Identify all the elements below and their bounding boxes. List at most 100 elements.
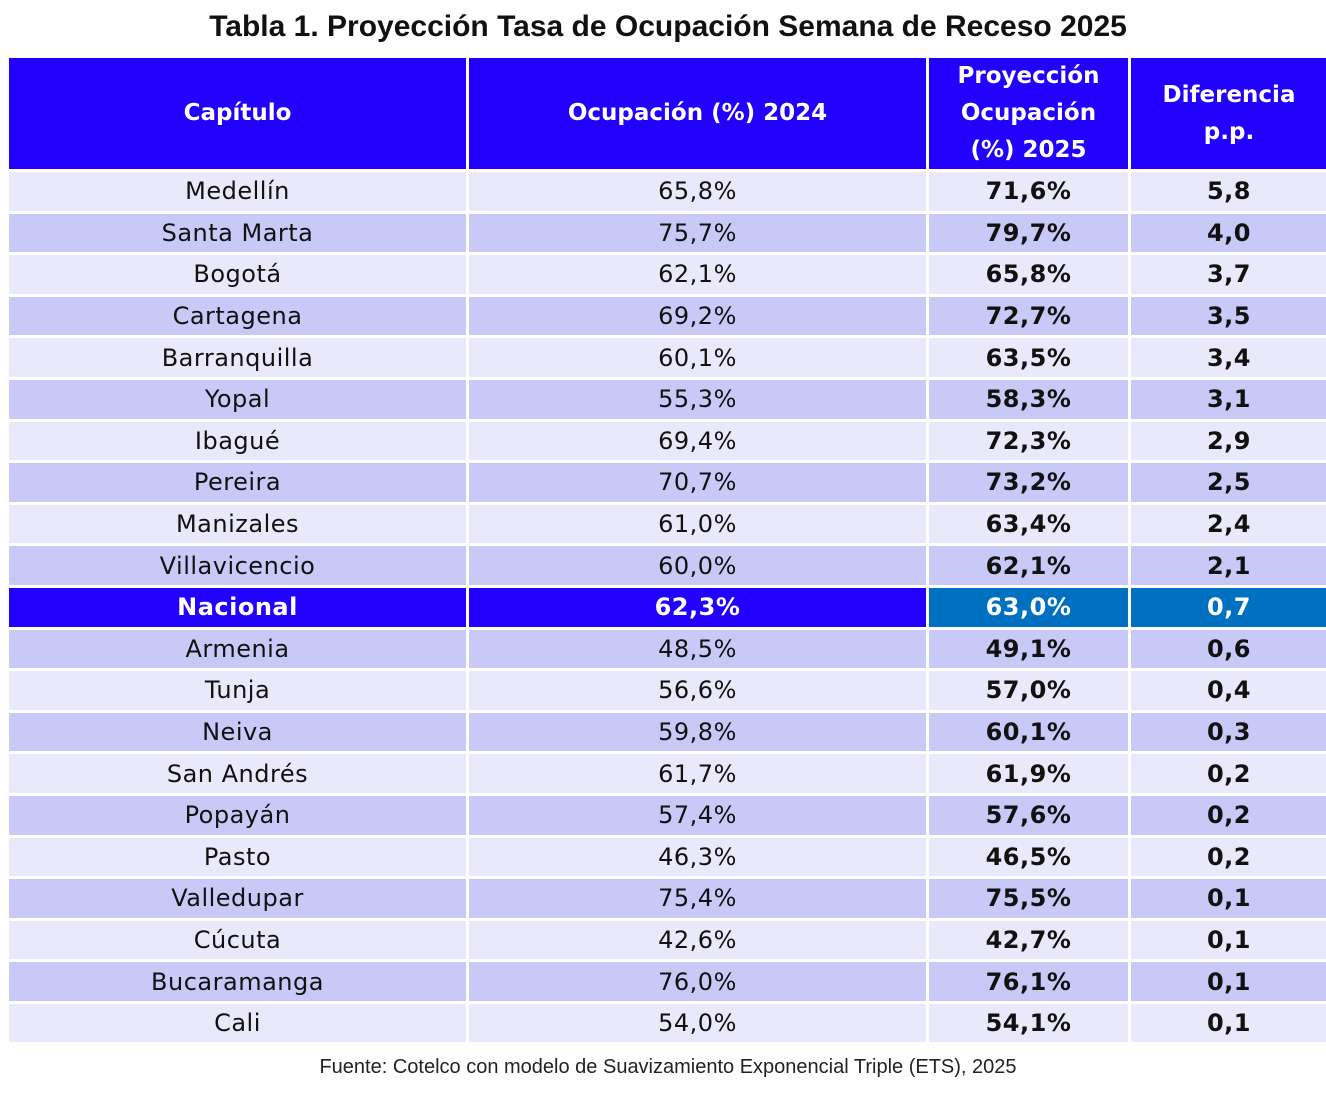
table-cell: 63,0% xyxy=(929,587,1128,627)
table-cell: 59,8% xyxy=(469,712,926,752)
table-cell: 0,1 xyxy=(1131,1003,1326,1043)
table-cell: 0,1 xyxy=(1131,962,1326,1001)
table-cell: Yopal xyxy=(9,379,466,419)
table-cell: 4,0 xyxy=(1131,213,1326,253)
table-cell: 0,4 xyxy=(1131,671,1326,710)
table-cell: 76,1% xyxy=(929,962,1128,1001)
table-cell: 0,2 xyxy=(1131,837,1326,877)
table-row: Cartagena 69,2% 72,7% 3,5 xyxy=(9,296,1326,336)
title: Tabla 1. Proyección Tasa de Ocupación Se… xyxy=(209,10,1127,43)
table-row: Nacional 62,3% 63,0% 0,7 xyxy=(9,587,1326,627)
table-cell: San Andrés xyxy=(9,754,466,793)
table-cell: Tunja xyxy=(9,671,466,710)
table-cell: 2,5 xyxy=(1131,463,1326,502)
table-row: Villavicencio 60,0% 62,1% 2,1 xyxy=(9,546,1326,585)
table-cell: 0,2 xyxy=(1131,795,1326,835)
table-cell: 75,7% xyxy=(469,213,926,253)
column-header: Capítulo xyxy=(9,58,466,169)
table-row: Pasto 46,3% 46,5% 0,2 xyxy=(9,837,1326,877)
table-cell: Santa Marta xyxy=(9,213,466,253)
table-cell: 62,3% xyxy=(469,587,926,627)
table-cell: 49,1% xyxy=(929,629,1128,669)
table-cell: 0,3 xyxy=(1131,712,1326,752)
table-cell: Barranquilla xyxy=(9,338,466,377)
table-cell: 65,8% xyxy=(469,172,926,211)
table-cell: 57,0% xyxy=(929,671,1128,710)
table-row: Santa Marta 75,7% 79,7% 4,0 xyxy=(9,213,1326,253)
header-row: Capítulo Ocupación (%) 2024 Proyección Ocu… xyxy=(9,58,1326,169)
table-cell: 0,2 xyxy=(1131,754,1326,793)
table-cell: 0,7 xyxy=(1131,587,1326,627)
column-header: Ocupación (%) 2024 xyxy=(469,58,926,169)
table-row: Cúcuta 42,6% 42,7% 0,1 xyxy=(9,920,1326,960)
table-cell: 62,1% xyxy=(469,255,926,294)
column-header: Proyección Ocupación (%) 2025 xyxy=(929,58,1128,169)
table-row: Tunja 56,6% 57,0% 0,4 xyxy=(9,671,1326,710)
table-cell: 58,3% xyxy=(929,379,1128,419)
table-cell: 2,9 xyxy=(1131,421,1326,461)
table-cell: 57,4% xyxy=(469,795,926,835)
table-cell: Bucaramanga xyxy=(9,962,466,1001)
table-cell: Neiva xyxy=(9,712,466,752)
table-cell: 46,5% xyxy=(929,837,1128,877)
table-cell: 0,6 xyxy=(1131,629,1326,669)
table-row: Bucaramanga 76,0% 76,1% 0,1 xyxy=(9,962,1326,1001)
table-cell: 75,4% xyxy=(469,879,926,918)
table-cell: 42,6% xyxy=(469,920,926,960)
table-cell: 3,1 xyxy=(1131,379,1326,419)
table-cell: 2,1 xyxy=(1131,546,1326,585)
table-cell: Manizales xyxy=(9,504,466,544)
table-cell: 73,2% xyxy=(929,463,1128,502)
table-row: Barranquilla 60,1% 63,5% 3,4 xyxy=(9,338,1326,377)
table-row: Valledupar 75,4% 75,5% 0,1 xyxy=(9,879,1326,918)
table-cell: 3,4 xyxy=(1131,338,1326,377)
table-cell: 60,1% xyxy=(469,338,926,377)
table-cell: 42,7% xyxy=(929,920,1128,960)
table-body: Medellín 65,8% 71,6% 5,8 Santa Marta 75,7% 79,… xyxy=(9,172,1326,1043)
table-row: Popayán 57,4% 57,6% 0,2 xyxy=(9,795,1326,835)
table-cell: Bogotá xyxy=(9,255,466,294)
table-cell: Valledupar xyxy=(9,879,466,918)
table-cell: Pasto xyxy=(9,837,466,877)
column-header: Diferencia p.p. xyxy=(1131,58,1326,169)
table-cell: 55,3% xyxy=(469,379,926,419)
table-row: Medellín 65,8% 71,6% 5,8 xyxy=(9,172,1326,211)
table-cell: 3,5 xyxy=(1131,296,1326,336)
table-cell: 61,0% xyxy=(469,504,926,544)
table-cell: 62,1% xyxy=(929,546,1128,585)
table-cell: Villavicencio xyxy=(9,546,466,585)
table-row: Bogotá 62,1% 65,8% 3,7 xyxy=(9,255,1326,294)
table-cell: 61,9% xyxy=(929,754,1128,793)
table-cell: Cartagena xyxy=(9,296,466,336)
table-cell: 54,1% xyxy=(929,1003,1128,1043)
table-cell: 0,1 xyxy=(1131,879,1326,918)
table-row: Armenia 48,5% 49,1% 0,6 xyxy=(9,629,1326,669)
table-row: Pereira 70,7% 73,2% 2,5 xyxy=(9,463,1326,502)
table-cell: 76,0% xyxy=(469,962,926,1001)
table-cell: 72,3% xyxy=(929,421,1128,461)
table-cell: 2,4 xyxy=(1131,504,1326,544)
table-cell: 46,3% xyxy=(469,837,926,877)
table-row: Cali 54,0% 54,1% 0,1 xyxy=(9,1003,1326,1043)
table-cell: Popayán xyxy=(9,795,466,835)
table-cell: Ibagué xyxy=(9,421,466,461)
table-cell: Armenia xyxy=(9,629,466,669)
table-cell: 63,5% xyxy=(929,338,1128,377)
table-cell: 69,4% xyxy=(469,421,926,461)
table-cell: 0,1 xyxy=(1131,920,1326,960)
table-cell: 57,6% xyxy=(929,795,1128,835)
table-cell: 72,7% xyxy=(929,296,1128,336)
table-cell: Cali xyxy=(9,1003,466,1043)
table-cell: 79,7% xyxy=(929,213,1128,253)
table-row: Manizales 61,0% 63,4% 2,4 xyxy=(9,504,1326,544)
table-cell: 71,6% xyxy=(929,172,1128,211)
table-cell: 5,8 xyxy=(1131,172,1326,211)
table-row: Neiva 59,8% 60,1% 0,3 xyxy=(9,712,1326,752)
table-cell: 75,5% xyxy=(929,879,1128,918)
table-cell: 61,7% xyxy=(469,754,926,793)
table-cell: 60,1% xyxy=(929,712,1128,752)
table-cell: 56,6% xyxy=(469,671,926,710)
table-cell: Pereira xyxy=(9,463,466,502)
source-note: Fuente: Cotelco con modelo de Suavizamie… xyxy=(319,1056,1017,1078)
